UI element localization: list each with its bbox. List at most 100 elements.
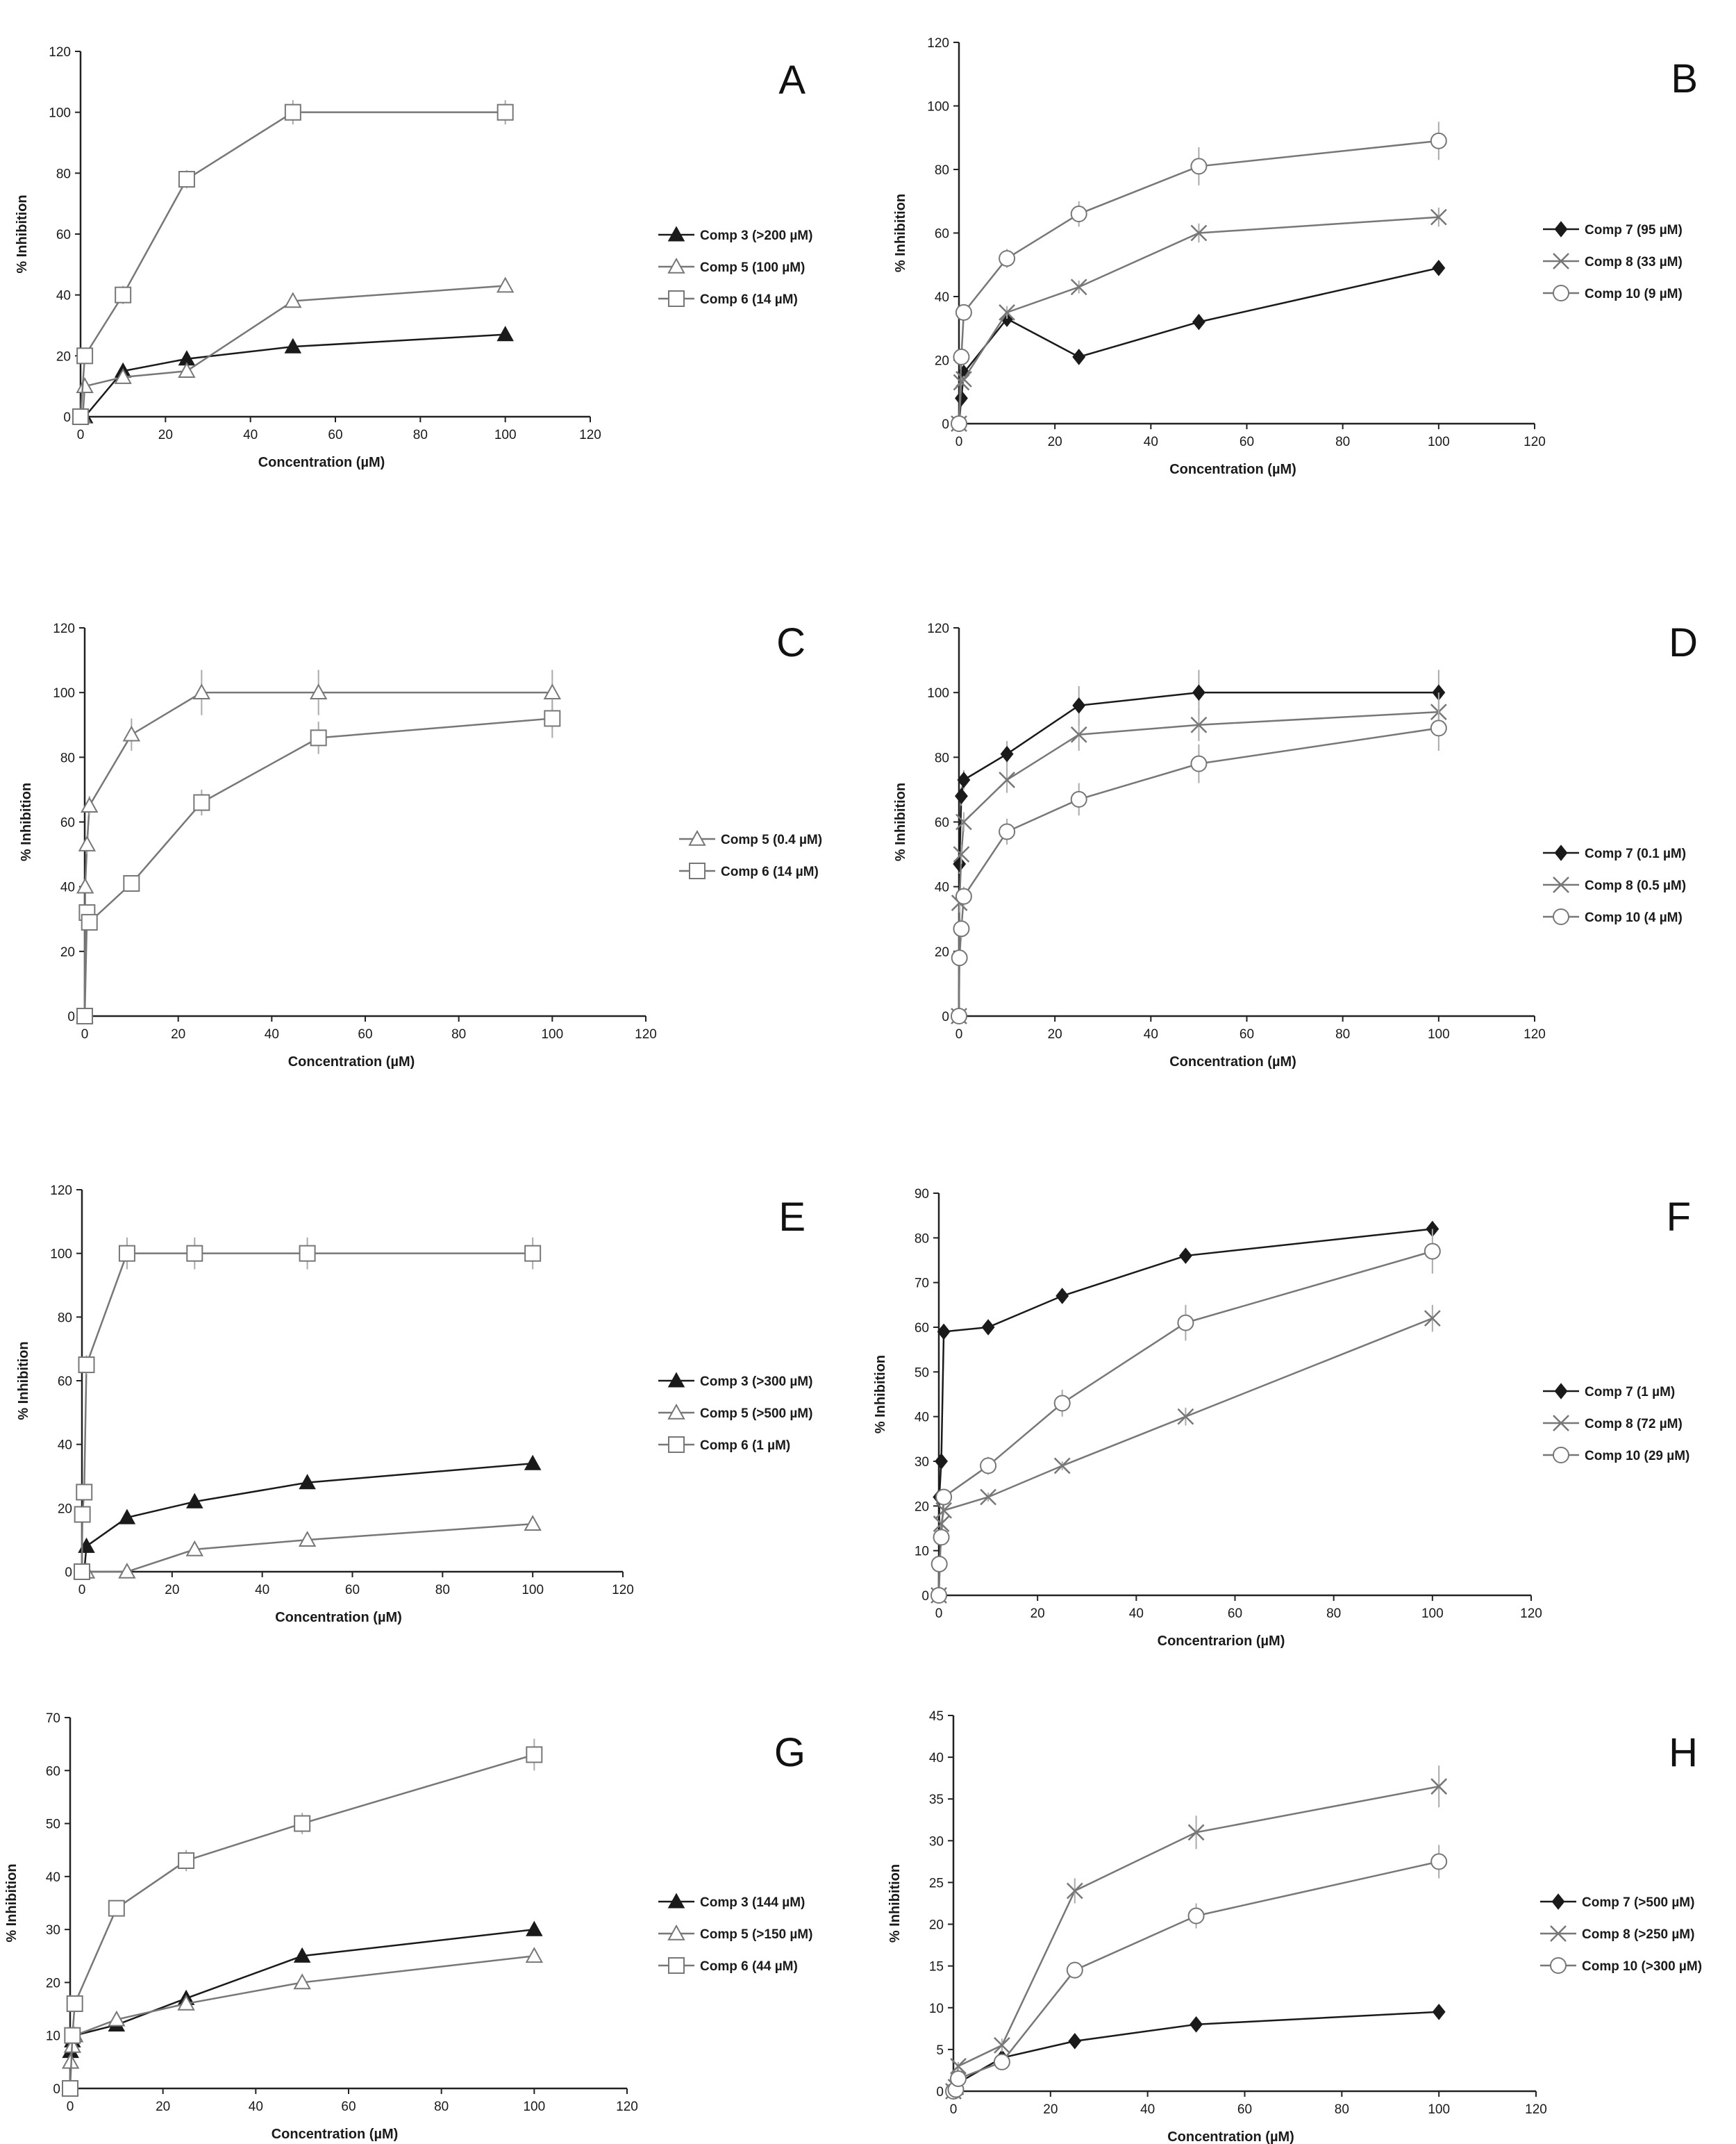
data-point — [1190, 755, 1208, 772]
x-tick-label: 80 — [1335, 2102, 1349, 2117]
y-tick-label: 120 — [53, 622, 75, 636]
y-tick-label: 60 — [58, 1374, 72, 1389]
legend-label: Comp 7 (95 µM) — [1585, 223, 1683, 238]
series-2 — [930, 1304, 1441, 1604]
data-point — [955, 371, 972, 388]
data-point — [76, 1484, 93, 1501]
data-point — [1187, 1824, 1205, 1841]
legend-label: Comp 5 (>500 µM) — [700, 1406, 812, 1421]
legend-marker — [1553, 876, 1569, 893]
y-tick-label: 90 — [915, 1187, 929, 1202]
y-axis-title: % Inhibition — [893, 194, 908, 272]
y-tick-label: 0 — [65, 1565, 72, 1580]
data-point — [309, 683, 328, 699]
series-2 — [76, 699, 561, 1024]
data-point — [78, 836, 97, 851]
x-axis-title: Concentration (µM) — [258, 455, 385, 470]
legend-label: Comp 3 (144 µM) — [700, 1895, 805, 1910]
legend-item: Comp 5 (>500 µM) — [658, 1403, 812, 1421]
legend-marker — [667, 1893, 685, 1909]
panel-a: 0 20 40 60 80 100 120 0 20 40 60 80 100 120 Concentrat… — [15, 45, 812, 470]
data-point — [999, 823, 1016, 840]
series-3 — [945, 1845, 1448, 2100]
y-tick-label: 120 — [927, 622, 949, 636]
data-point — [294, 1815, 311, 1832]
y-tick-label: 80 — [915, 1231, 929, 1246]
data-point — [496, 326, 514, 342]
data-point — [999, 772, 1015, 788]
series-line — [69, 1754, 535, 2089]
data-point — [1424, 1243, 1441, 1260]
legend-item: Comp 7 (1 µM) — [1543, 1383, 1675, 1399]
legend-marker — [1553, 1415, 1569, 1431]
data-point — [1066, 1961, 1083, 1979]
x-tick-label: 120 — [635, 1027, 657, 1042]
x-axis-title: Concentrarion (µM) — [1158, 1634, 1285, 1649]
y-tick-label: 100 — [927, 100, 949, 115]
legend-label: Comp 10 (4 µM) — [1585, 911, 1683, 925]
data-point — [115, 286, 132, 304]
y-tick-label: 100 — [53, 686, 75, 701]
x-tick-label: 0 — [935, 1606, 943, 1621]
data-point — [1192, 684, 1205, 701]
x-tick-label: 100 — [1421, 1606, 1444, 1621]
y-tick-label: 100 — [50, 1247, 72, 1262]
data-point — [293, 1947, 311, 1963]
y-tick-label: 0 — [67, 1010, 75, 1024]
x-tick-label: 0 — [77, 428, 85, 442]
data-point — [178, 171, 195, 188]
legend-label: Comp 3 (>200 µM) — [700, 228, 812, 243]
x-tick-label: 80 — [1335, 1027, 1350, 1042]
data-point — [951, 1008, 967, 1024]
data-point — [1066, 1882, 1083, 1900]
x-axis-title: Concentration (µM) — [1169, 462, 1296, 477]
y-tick-label: 40 — [915, 1411, 929, 1425]
legend-label: Comp 5 (100 µM) — [700, 260, 805, 275]
panel-letter: B — [1671, 56, 1698, 101]
x-tick-label: 0 — [950, 2102, 958, 2117]
y-tick-label: 30 — [915, 1455, 929, 1470]
data-point — [293, 1973, 311, 1990]
series-line — [953, 1861, 1439, 2093]
data-point — [1177, 1314, 1194, 1331]
y-tick-label: 20 — [935, 354, 949, 369]
data-point — [1430, 132, 1447, 149]
data-point — [526, 1920, 543, 1936]
data-point — [935, 1453, 948, 1470]
data-point — [955, 788, 968, 805]
legend-label: Comp 6 (44 µM) — [700, 1959, 798, 1974]
data-point — [496, 276, 515, 293]
data-point — [1070, 279, 1087, 296]
legend-marker — [667, 257, 685, 274]
y-tick-label: 120 — [50, 1183, 72, 1198]
data-point — [937, 1323, 951, 1340]
y-tick-label: 45 — [929, 1709, 944, 1724]
y-axis-title: % Inhibition — [16, 1341, 31, 1420]
y-axis-title: % Inhibition — [4, 1863, 19, 1942]
data-point — [953, 856, 967, 872]
legend-item: Comp 5 (100 µM) — [658, 257, 805, 275]
panel-letter: D — [1669, 620, 1698, 665]
x-tick-label: 20 — [1043, 2102, 1058, 2117]
data-point — [284, 338, 302, 354]
data-point — [1432, 2003, 1446, 2020]
legend-label: Comp 7 (0.1 µM) — [1585, 847, 1686, 861]
y-tick-label: 20 — [60, 945, 75, 960]
data-point — [949, 2070, 967, 2087]
panel-c: 0 20 40 60 80 100 120 0 20 40 60 80 100 120 Concentrat… — [19, 620, 822, 1070]
data-point — [284, 292, 302, 308]
data-point — [930, 1555, 948, 1572]
data-point — [1070, 790, 1087, 808]
y-tick-label: 60 — [60, 816, 75, 831]
y-tick-label: 50 — [46, 1818, 60, 1832]
legend-label: Comp 10 (>300 µM) — [1582, 1959, 1702, 1974]
x-tick-label: 100 — [541, 1027, 563, 1042]
data-point — [81, 797, 99, 813]
data-point — [950, 2058, 967, 2075]
data-point — [1055, 1288, 1069, 1304]
x-tick-label: 100 — [521, 1583, 544, 1597]
data-point — [1190, 224, 1208, 242]
y-axis-title: % Inhibition — [893, 783, 908, 861]
x-tick-label: 120 — [579, 428, 601, 442]
data-point — [980, 1457, 997, 1474]
